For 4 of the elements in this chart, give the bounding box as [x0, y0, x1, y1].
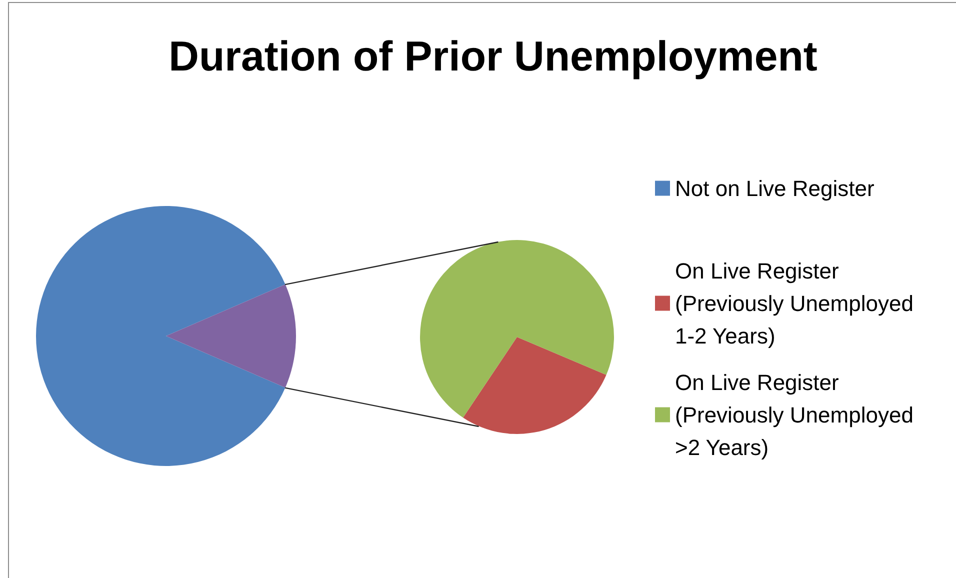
legend-label: On Live Register (Previously Unemployed >2 Years)	[675, 370, 914, 460]
legend-label: Not on Live Register	[675, 176, 874, 201]
legend-label: On Live Register (Previously Unemployed 1-2 Years)	[675, 258, 914, 348]
chart-title: Duration of Prior Unemployment	[168, 32, 818, 80]
